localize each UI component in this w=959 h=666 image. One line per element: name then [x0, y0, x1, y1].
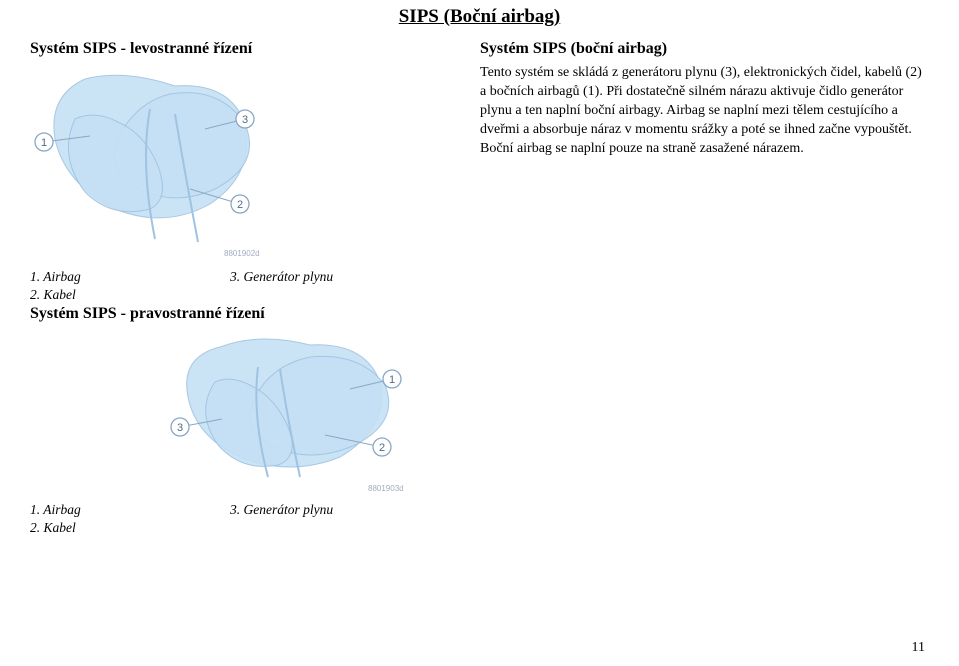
svg-text:2: 2 — [379, 442, 385, 454]
mid-heading: Systém SIPS - pravostranné řízení — [30, 305, 929, 323]
caption-row-1: 1. Airbag 2. Kabel 3. Generátor plynu — [30, 268, 929, 303]
svg-text:3: 3 — [177, 422, 183, 434]
svg-text:8801902d: 8801902d — [224, 249, 260, 258]
body-paragraph: Tento systém se skládá z generátoru plyn… — [480, 64, 929, 158]
svg-text:1: 1 — [389, 374, 395, 386]
right-heading: Systém SIPS (boční airbag) — [480, 40, 929, 58]
left-column: Systém SIPS - levostranné řízení 1 2 3 8801… — [30, 40, 460, 264]
svg-text:3: 3 — [242, 114, 248, 126]
svg-text:8801903d: 8801903d — [368, 484, 404, 493]
caption1-airbag: 1. Airbag — [30, 268, 230, 286]
svg-text:2: 2 — [237, 199, 243, 211]
svg-text:1: 1 — [41, 137, 47, 149]
caption2-col1: 1. Airbag 2. Kabel — [30, 501, 230, 536]
caption1-col1: 1. Airbag 2. Kabel — [30, 268, 230, 303]
caption2-generator: 3. Generátor plynu — [230, 501, 929, 519]
page-title: SIPS (Boční airbag) — [399, 6, 561, 28]
caption-row-2: 1. Airbag 2. Kabel 3. Generátor plynu — [30, 501, 929, 536]
caption1-col2: 3. Generátor plynu — [230, 268, 929, 303]
caption2-col2: 3. Generátor plynu — [230, 501, 929, 536]
right-column: Systém SIPS (boční airbag) Tento systém … — [472, 40, 929, 264]
illustration-left-steering: 1 2 3 8801902d — [30, 64, 280, 264]
caption1-kabel: 2. Kabel — [30, 286, 230, 304]
page-number: 11 — [912, 640, 925, 656]
top-row: Systém SIPS - levostranné řízení 1 2 3 8801… — [30, 40, 929, 264]
left-heading: Systém SIPS - levostranné řízení — [30, 40, 460, 58]
illustration-right-steering: 1 2 3 8801903d — [160, 327, 420, 497]
caption2-airbag: 1. Airbag — [30, 501, 230, 519]
caption1-generator: 3. Generátor plynu — [230, 268, 929, 286]
caption2-kabel: 2. Kabel — [30, 519, 230, 537]
